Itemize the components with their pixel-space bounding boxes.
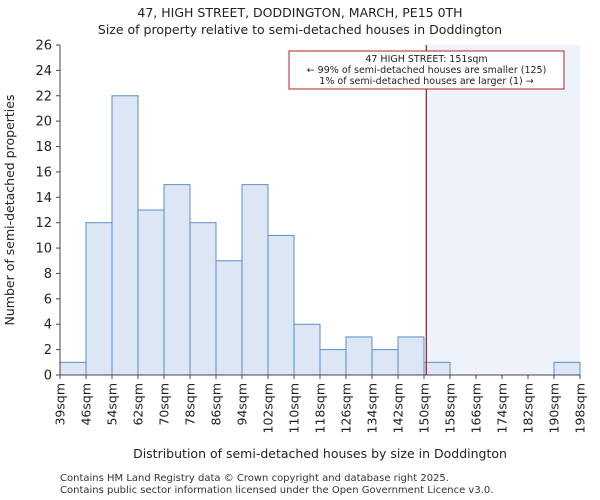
histogram-bar-126sqm [345, 336, 373, 376]
y-axis-label: Number of semi-detached properties [2, 95, 17, 326]
footer-licence: Contains public sector information licen… [60, 485, 494, 496]
histogram-bar-102sqm [267, 234, 295, 376]
histogram-bar-118sqm [319, 349, 347, 376]
histogram-bar-46sqm [85, 222, 113, 376]
chart-title: 47, HIGH STREET, DODDINGTON, MARCH, PE15… [137, 5, 463, 20]
x-tick-label-86sqm: 86sqm [209, 383, 224, 426]
histogram-bar-78sqm [189, 222, 217, 376]
y-tick-label-0: 0 [44, 369, 52, 384]
y-tick-label-24: 24 [35, 64, 52, 79]
y-tick-label-20: 20 [35, 115, 52, 130]
histogram-bar-54sqm [111, 95, 139, 376]
x-tick-label-54sqm: 54sqm [105, 383, 120, 426]
x-tick-label-134sqm: 134sqm [365, 383, 380, 433]
histogram-bar-142sqm [397, 336, 425, 376]
x-tick-label-110sqm: 110sqm [287, 383, 302, 433]
y-tick-label-16: 16 [35, 165, 52, 180]
histogram-bar-39sqm [59, 361, 87, 376]
histogram-bar-110sqm [293, 323, 321, 376]
y-tick-label-10: 10 [35, 242, 52, 257]
x-axis-label: Distribution of semi-detached houses by … [133, 446, 507, 461]
histogram-bar-190sqm [553, 361, 581, 376]
y-tick-label-14: 14 [35, 191, 52, 206]
chart-subtitle: Size of property relative to semi-detach… [97, 22, 503, 37]
x-tick-label-142sqm: 142sqm [391, 383, 406, 433]
x-tick-label-182sqm: 182sqm [521, 383, 536, 433]
histogram-bar-86sqm [215, 260, 243, 376]
x-tick-label-190sqm: 190sqm [547, 383, 562, 433]
x-tick-label-39sqm: 39sqm [53, 383, 68, 426]
y-tick-label-26: 26 [35, 39, 52, 54]
histogram-bar-94sqm [241, 184, 269, 376]
x-tick-label-118sqm: 118sqm [313, 383, 328, 433]
y-tick-label-2: 2 [44, 343, 52, 358]
histogram-bar-134sqm [371, 349, 399, 376]
x-tick-label-166sqm: 166sqm [469, 383, 484, 433]
y-tick-label-22: 22 [35, 89, 52, 104]
x-tick-label-150sqm: 150sqm [417, 383, 432, 433]
annotation-title: 47 HIGH STREET: 151sqm [365, 54, 487, 65]
x-tick-label-46sqm: 46sqm [79, 383, 94, 426]
y-tick-label-8: 8 [44, 267, 52, 282]
annotation-box [288, 50, 565, 90]
x-tick-label-198sqm: 198sqm [573, 383, 588, 433]
y-tick-label-6: 6 [44, 292, 52, 307]
histogram-bar-62sqm [137, 209, 165, 376]
x-tick-label-174sqm: 174sqm [495, 383, 510, 433]
x-tick-label-158sqm: 158sqm [443, 383, 458, 433]
larger-region-shade [426, 45, 580, 375]
annotation-larger: 1% of semi-detached houses are larger (1… [319, 76, 533, 87]
y-tick-label-18: 18 [35, 140, 52, 155]
y-tick-label-4: 4 [44, 318, 52, 333]
y-tick-label-12: 12 [35, 216, 52, 231]
x-tick-label-102sqm: 102sqm [261, 383, 276, 433]
x-tick-label-62sqm: 62sqm [131, 383, 146, 426]
histogram-bar-150sqm [423, 361, 451, 376]
x-tick-label-70sqm: 70sqm [157, 383, 172, 426]
x-tick-label-126sqm: 126sqm [339, 383, 354, 433]
x-tick-label-78sqm: 78sqm [183, 383, 198, 426]
annotation-smaller: ← 99% of semi-detached houses are smalle… [307, 65, 547, 76]
histogram-bar-70sqm [163, 184, 191, 376]
x-tick-label-94sqm: 94sqm [235, 383, 250, 426]
footer-copyright: Contains HM Land Registry data © Crown c… [60, 473, 449, 484]
